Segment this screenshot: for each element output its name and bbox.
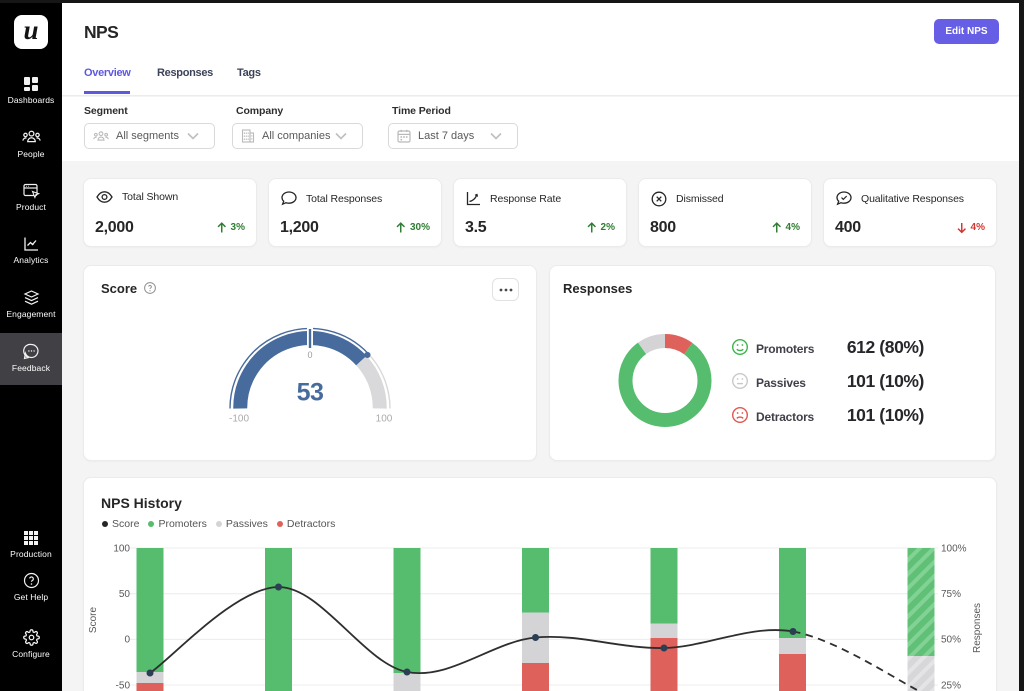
svg-text:101 (10%): 101 (10%): [847, 405, 924, 425]
svg-text:Detractors: Detractors: [756, 410, 815, 424]
svg-text:101 (10%): 101 (10%): [847, 371, 924, 391]
svg-text:Responses: Responses: [972, 603, 983, 653]
svg-text:612 (80%): 612 (80%): [847, 337, 924, 357]
svg-text:0: 0: [124, 635, 130, 646]
svg-text:Score: Score: [88, 607, 99, 634]
svg-text:75%: 75%: [941, 589, 961, 600]
svg-text:Promoters: Promoters: [756, 342, 815, 356]
svg-text:100: 100: [376, 414, 393, 425]
svg-text:53: 53: [297, 379, 324, 407]
svg-text:100: 100: [113, 544, 130, 555]
svg-text:100%: 100%: [941, 544, 967, 555]
svg-text:Passives: Passives: [756, 376, 806, 390]
svg-text:0: 0: [307, 350, 312, 360]
svg-text:-50: -50: [116, 680, 131, 691]
svg-text:-100: -100: [229, 414, 249, 425]
svg-text:25%: 25%: [941, 680, 961, 691]
svg-text:50%: 50%: [941, 635, 961, 646]
svg-text:50: 50: [119, 589, 131, 600]
